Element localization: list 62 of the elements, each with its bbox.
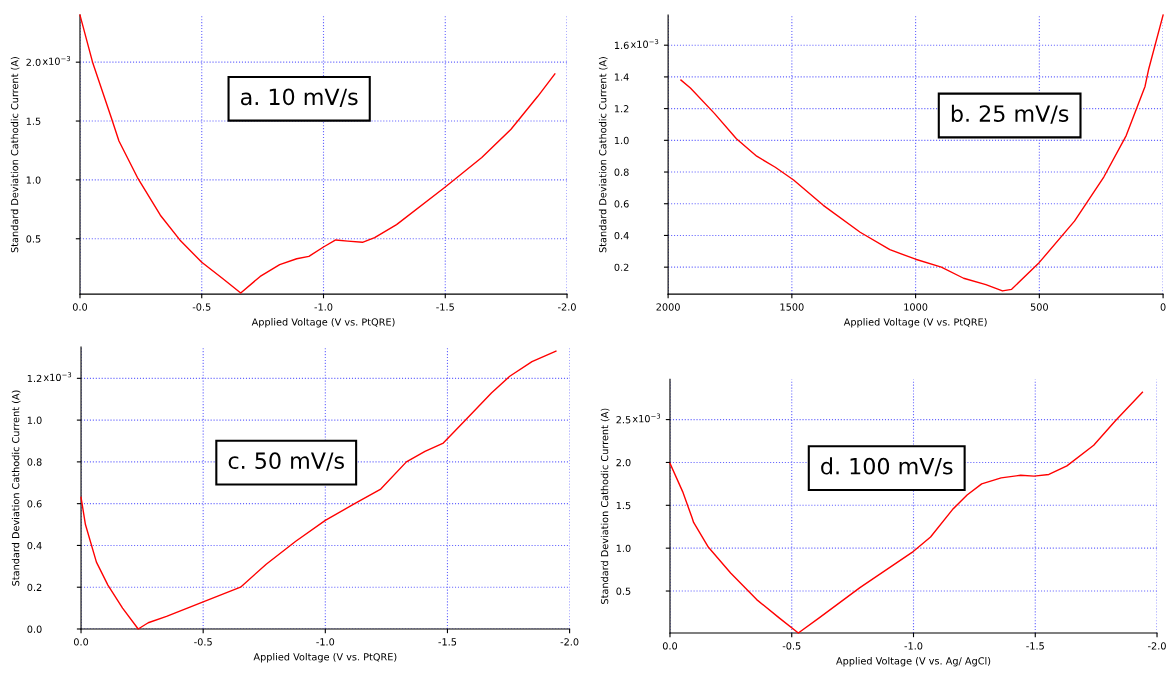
x-tick-label: 0.0 xyxy=(662,642,678,650)
x-axis-title: Applied Voltage (V vs. PtQRE) xyxy=(251,318,395,328)
y-axis-title: Standard Deviation Cathodic Current (A) xyxy=(598,57,608,253)
x-tick-label: -2.0 xyxy=(560,638,579,646)
x-tick-label: -1.5 xyxy=(438,638,457,646)
x-tick-label: 0.0 xyxy=(73,638,89,646)
y-tick-label: 1.5 xyxy=(26,117,41,125)
y-axis-title: Standard Deviation Cathodic Current (A) xyxy=(600,408,610,604)
annotation: b. 25 mV/s xyxy=(951,104,1069,124)
x-axis-title: Applied Voltage (V vs. PtQRE) xyxy=(253,652,397,663)
x-tick-label: 2000 xyxy=(656,303,680,311)
y-tick-label: 1.2 xyxy=(614,105,629,113)
x-tick-label: -1.5 xyxy=(1026,642,1044,650)
y-tick-label: 0.6 xyxy=(614,200,629,208)
x-tick-label: -2.0 xyxy=(1148,642,1166,650)
x-tick-label: -0.5 xyxy=(194,638,212,646)
y-tick-label: 1.0 xyxy=(614,136,629,145)
y-tick-label: 0.0 xyxy=(27,625,42,633)
y-tick-label: 0.4 xyxy=(614,231,629,240)
x-tick-label: 1000 xyxy=(904,303,928,311)
y-tick-label: 0.8 xyxy=(27,458,42,466)
text: x10$^{−3}$ xyxy=(630,39,659,48)
x-tick-label: 0 xyxy=(1160,303,1166,311)
annotation: c. 50 mV/s xyxy=(228,452,344,471)
x-tick-label: -0.5 xyxy=(782,642,801,650)
x-tick-label: 500 xyxy=(1030,303,1048,311)
x-tick-label: 1500 xyxy=(780,303,804,311)
y-tick-label: 0.2 xyxy=(614,263,629,271)
y-tick-label: 0.5 xyxy=(616,587,631,595)
y-tick-label: 1.2 xyxy=(27,374,42,383)
annotation: a. 10 mV/s xyxy=(240,88,358,107)
y-tick-label: 0.5 xyxy=(26,235,41,243)
x-axis-title: Applied Voltage (V vs. Ag/ AgCl) xyxy=(836,657,991,667)
y-tick-label: 1.4 xyxy=(614,73,629,81)
y-tick-label: 1.0 xyxy=(26,176,41,184)
x-tick-label: -0.5 xyxy=(192,303,211,311)
y-tick-label: 0.2 xyxy=(27,583,42,592)
x-tick-label: -1.0 xyxy=(316,638,335,646)
x-tick-label: -2.0 xyxy=(558,303,576,311)
y-tick-label: 0.4 xyxy=(27,541,42,550)
x-tick-label: -1.0 xyxy=(904,642,923,650)
y-tick-label: 1.0 xyxy=(27,416,42,424)
y-axis-title: Standard Deviation Cathodic Current (A) xyxy=(10,57,20,253)
y-tick-label: 1.0 xyxy=(616,544,631,552)
text: x10$^{−3}$ xyxy=(43,372,72,382)
y-tick-label: 2.0 xyxy=(26,58,41,66)
x-tick-label: -1.0 xyxy=(314,303,333,311)
y-tick-label: 1.6 xyxy=(614,41,629,50)
x-tick-label: 0.0 xyxy=(72,303,88,311)
y-tick-label: 0.6 xyxy=(27,500,42,508)
y-tick-label: 2.0 xyxy=(616,458,631,467)
text: x10$^{−3}$ xyxy=(632,413,661,423)
y-tick-label: 0.8 xyxy=(614,168,629,176)
text: x10$^{−3}$ xyxy=(42,56,71,65)
line-series xyxy=(680,14,1164,292)
y-axis-title: Standard Deviation Cathodic Current (A) xyxy=(11,390,21,586)
y-tick-label: 1.5 xyxy=(616,501,631,510)
y-tick-label: 2.5 xyxy=(616,416,631,424)
annotation: d. 100 mV/s xyxy=(821,457,953,477)
x-tick-label: -1.5 xyxy=(436,303,454,311)
line-series xyxy=(669,391,1144,634)
x-axis-title: Applied Voltage (V vs. PtQRE) xyxy=(843,318,987,328)
